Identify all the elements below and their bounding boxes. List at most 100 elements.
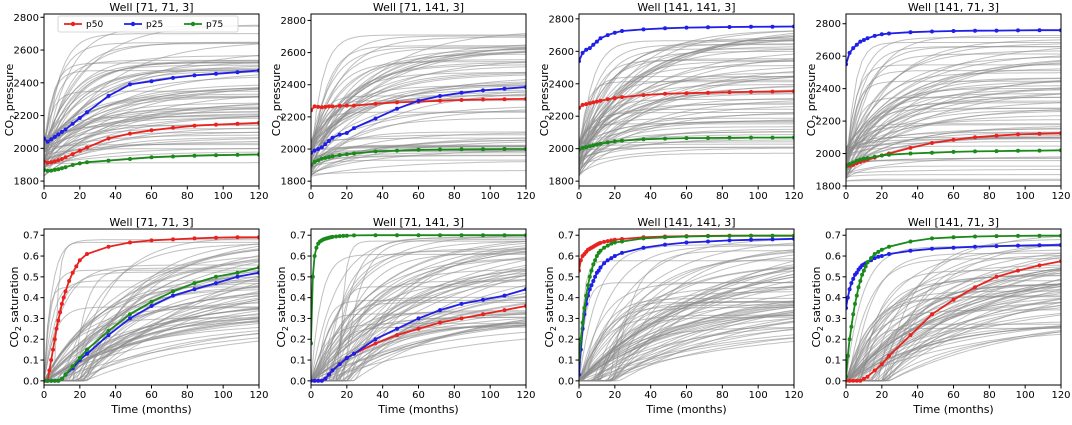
point-p75 bbox=[642, 137, 646, 141]
point-p25 bbox=[606, 258, 610, 262]
point-p50 bbox=[606, 239, 610, 243]
point-p25 bbox=[85, 110, 89, 114]
point-p25 bbox=[60, 130, 64, 134]
point-p25 bbox=[352, 126, 356, 130]
point-p50 bbox=[49, 160, 53, 164]
point-p50 bbox=[193, 236, 197, 240]
point-p75 bbox=[855, 159, 859, 163]
y-tick-label: 2400 bbox=[281, 80, 306, 91]
panel-title: Well [71, 71, 3] bbox=[109, 1, 193, 14]
y-tick-label: 0.5 bbox=[558, 272, 574, 283]
point-p50 bbox=[460, 316, 464, 320]
x-tick-label: 40 bbox=[911, 390, 924, 401]
point-p25 bbox=[591, 43, 595, 47]
x-tick-label: 0 bbox=[843, 390, 849, 401]
point-p75 bbox=[588, 275, 592, 279]
x-tick-label: 80 bbox=[448, 191, 461, 202]
point-p25 bbox=[595, 40, 599, 44]
point-p25 bbox=[749, 25, 753, 29]
point-p25 bbox=[728, 238, 732, 242]
point-p50 bbox=[503, 97, 507, 101]
x-tick-label: 80 bbox=[716, 191, 729, 202]
point-p25 bbox=[1038, 243, 1042, 247]
point-p25 bbox=[887, 32, 891, 36]
point-p50 bbox=[613, 96, 617, 100]
point-p25 bbox=[193, 73, 197, 77]
y-tick-label: 0.0 bbox=[825, 376, 841, 387]
point-p75 bbox=[314, 246, 318, 250]
x-tick-label: 80 bbox=[983, 191, 996, 202]
point-p75 bbox=[613, 139, 617, 143]
x-tick-label: 20 bbox=[340, 191, 353, 202]
point-p25 bbox=[973, 245, 977, 249]
y-tick-label: 1800 bbox=[816, 182, 841, 193]
point-p25 bbox=[331, 368, 335, 372]
point-p50 bbox=[595, 100, 599, 104]
point-p50 bbox=[62, 296, 66, 300]
x-axis-label: Time (months) bbox=[912, 403, 993, 416]
x-tick-label: 80 bbox=[448, 390, 461, 401]
point-p50 bbox=[107, 137, 111, 141]
point-p75 bbox=[417, 233, 421, 237]
legend-label-p50: p50 bbox=[86, 20, 103, 30]
point-p75 bbox=[706, 234, 710, 238]
point-p75 bbox=[855, 294, 859, 298]
point-p50 bbox=[952, 138, 956, 142]
point-p75 bbox=[582, 306, 586, 310]
point-p25 bbox=[602, 261, 606, 265]
point-p25 bbox=[193, 287, 197, 291]
point-p25 bbox=[952, 29, 956, 33]
point-p25 bbox=[481, 298, 485, 302]
panel-title: Well [141, 141, 3] bbox=[637, 1, 735, 14]
point-p50 bbox=[71, 271, 75, 275]
point-p25 bbox=[53, 135, 57, 139]
y-tick-label: 0.2 bbox=[825, 335, 841, 346]
point-p50 bbox=[642, 93, 646, 97]
point-p25 bbox=[417, 316, 421, 320]
ensemble-line bbox=[311, 162, 526, 177]
point-p50 bbox=[848, 379, 852, 383]
point-p75 bbox=[313, 160, 317, 164]
y-axis-label: CO2 pressure bbox=[805, 64, 820, 137]
point-p25 bbox=[584, 48, 588, 52]
point-p75 bbox=[236, 153, 240, 157]
point-p25 bbox=[481, 88, 485, 92]
point-p75 bbox=[909, 240, 913, 244]
y-tick-label: 0.0 bbox=[23, 376, 39, 387]
point-p50 bbox=[862, 377, 866, 381]
point-p50 bbox=[345, 104, 349, 108]
point-p75 bbox=[771, 234, 775, 238]
point-p50 bbox=[417, 327, 421, 331]
x-tick-label: 40 bbox=[376, 390, 389, 401]
point-p75 bbox=[685, 136, 689, 140]
point-p75 bbox=[193, 154, 197, 158]
point-p50 bbox=[663, 92, 667, 96]
point-p75 bbox=[591, 262, 595, 266]
point-p75 bbox=[606, 244, 610, 248]
point-p25 bbox=[503, 87, 507, 91]
y-tick-label: 2800 bbox=[14, 13, 39, 24]
point-p75 bbox=[862, 269, 866, 273]
point-p25 bbox=[995, 29, 999, 33]
ensemble-line bbox=[579, 153, 794, 174]
point-p50 bbox=[374, 102, 378, 106]
point-p50 bbox=[973, 135, 977, 139]
point-p25 bbox=[930, 247, 934, 251]
point-p75 bbox=[1016, 234, 1020, 238]
point-p75 bbox=[685, 235, 689, 239]
point-p50 bbox=[1038, 263, 1042, 267]
x-tick-label: 100 bbox=[481, 191, 500, 202]
point-p25 bbox=[599, 266, 603, 270]
point-p25 bbox=[345, 131, 349, 135]
x-tick-label: 20 bbox=[608, 390, 621, 401]
point-p25 bbox=[320, 145, 324, 149]
point-p25 bbox=[107, 94, 111, 98]
point-p75 bbox=[460, 147, 464, 151]
point-p75 bbox=[620, 139, 624, 143]
point-p25 bbox=[771, 25, 775, 29]
